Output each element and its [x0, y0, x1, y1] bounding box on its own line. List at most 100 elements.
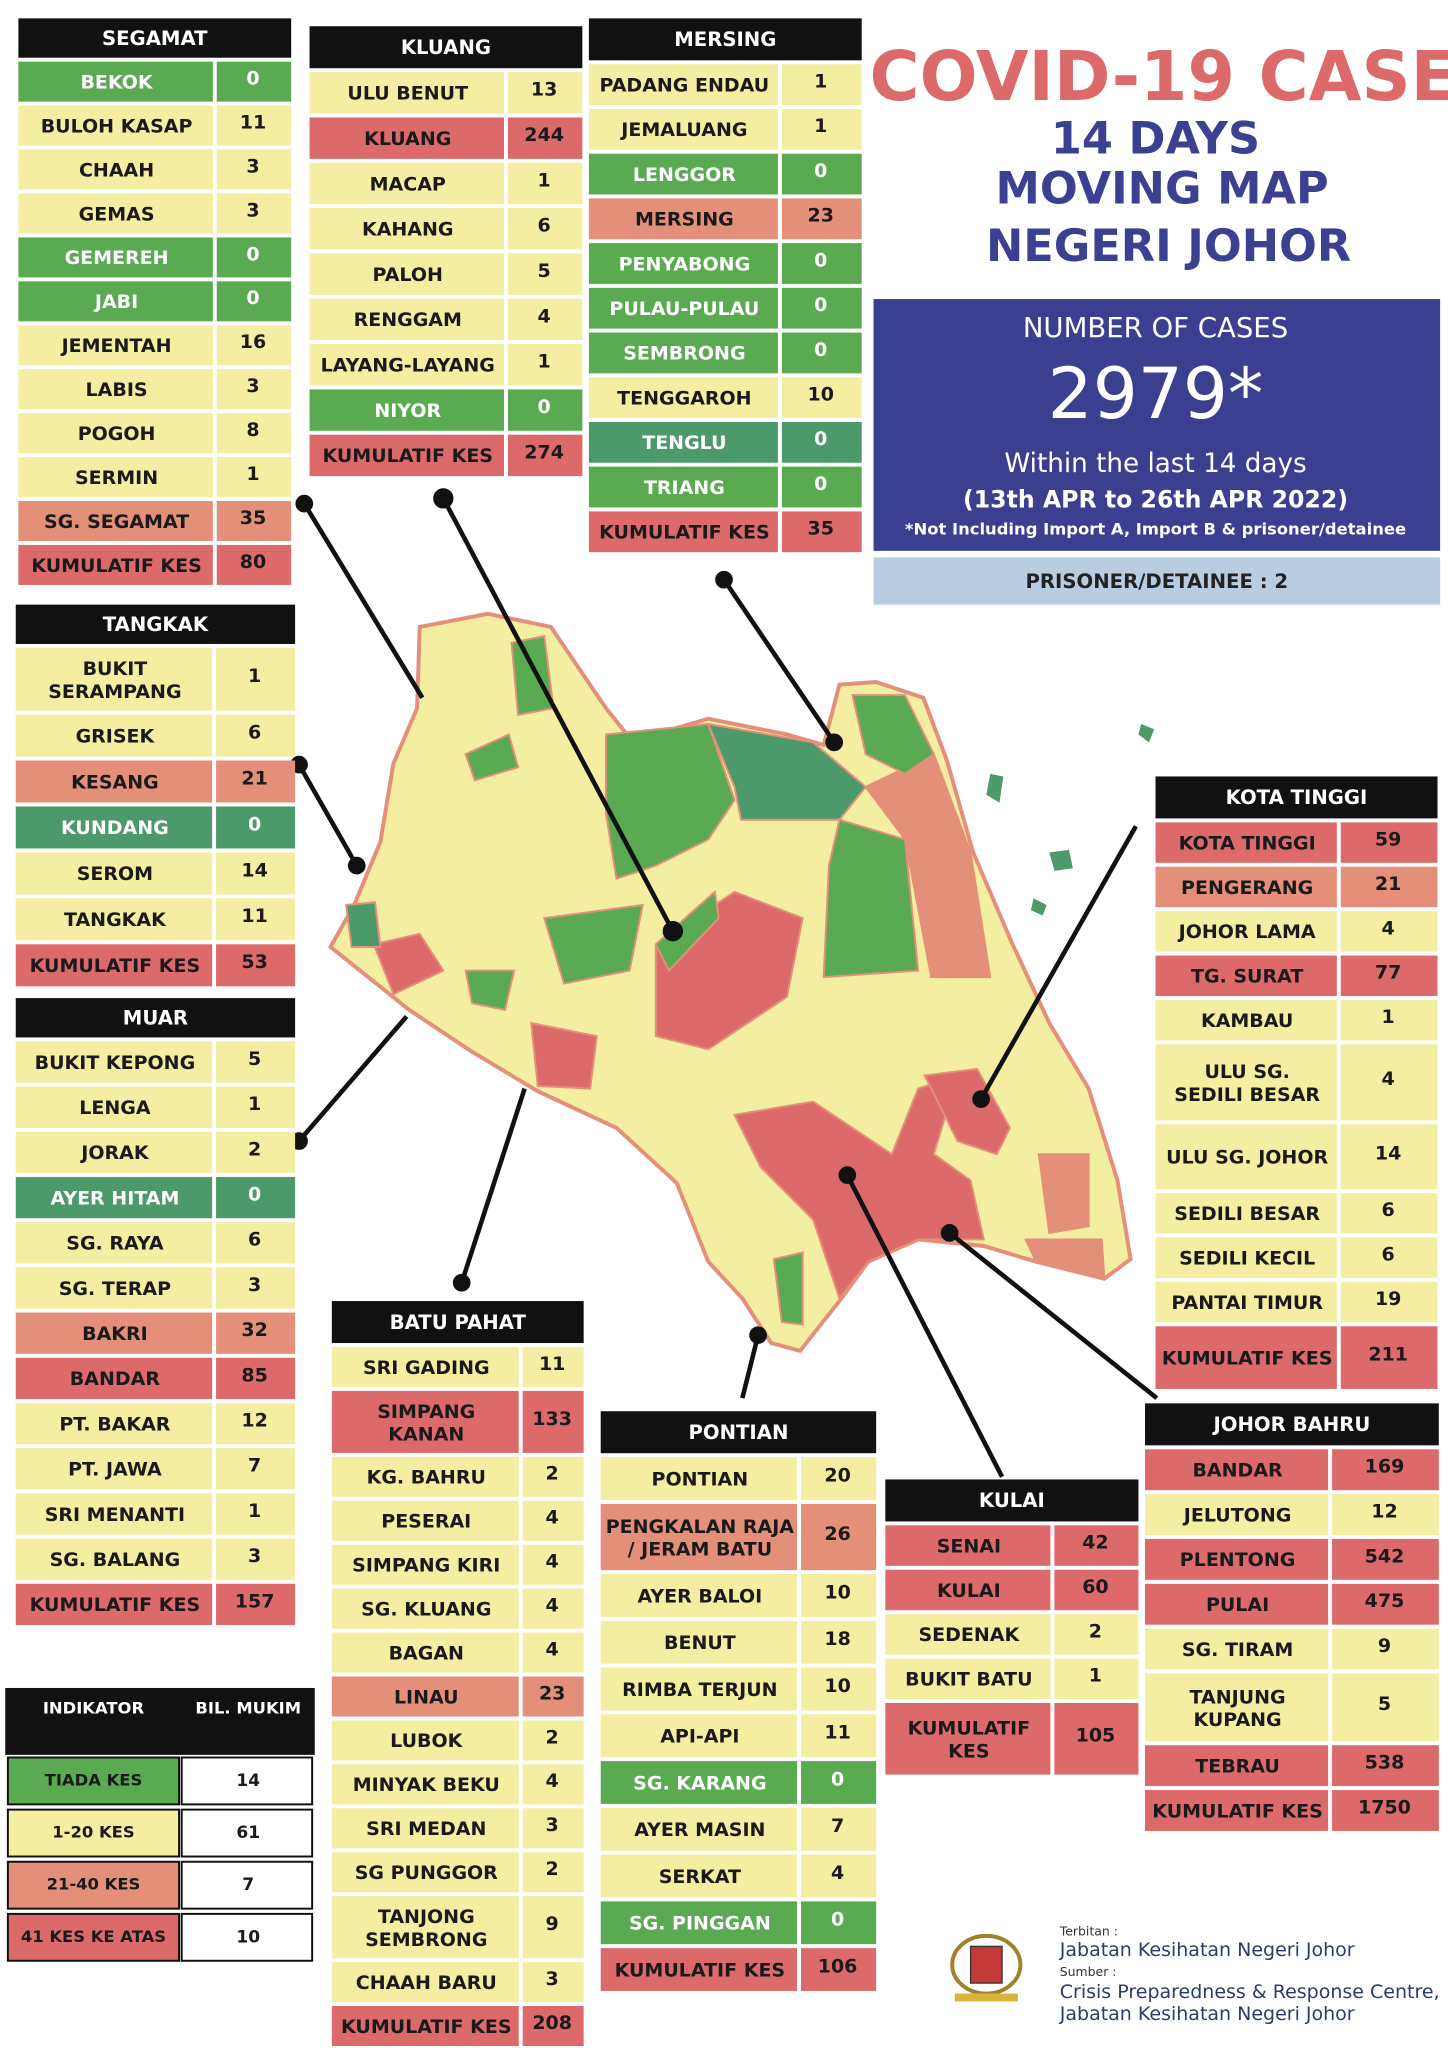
name-cell: [600, 1807, 798, 1851]
row-name: BEKOK: [80, 71, 153, 93]
value-cell: [781, 198, 862, 240]
prisoner-box: [873, 557, 1441, 605]
row-name: PLENTONG: [1180, 1549, 1296, 1571]
name-cell: [588, 511, 778, 553]
name-cell: [309, 344, 504, 386]
value-cell: [216, 1493, 296, 1535]
name-cell: [588, 466, 778, 508]
value-cell: [522, 1720, 584, 1761]
summary-period: Within the last 14 days: [1004, 449, 1306, 479]
leader-line: [302, 502, 425, 699]
row-value: 3: [248, 1274, 261, 1296]
value-cell: [507, 117, 583, 159]
row-name: KUMULATIF KES: [1162, 1347, 1333, 1369]
row-name: ULU SG. JOHOR: [1166, 1147, 1328, 1169]
value-cell: [216, 806, 296, 849]
row-value: 4: [546, 1770, 559, 1792]
name-cell: [1145, 1745, 1329, 1787]
table-title: MERSING: [674, 28, 776, 51]
row-name: CHAAH: [79, 159, 154, 181]
value-cell: [216, 281, 292, 322]
row-value: 11: [241, 905, 267, 927]
name-cell: [331, 1456, 519, 1497]
value-cell: [1340, 1281, 1438, 1323]
row-name: TENGGAROH: [617, 387, 751, 409]
leader-line: [948, 1231, 1159, 1400]
name-cell: [1155, 1124, 1337, 1190]
value-cell: [522, 1764, 584, 1805]
indicator-table: INDIKATOR BIL. MUKIM TIADA KES 14 1-20 KES 61…: [5, 1687, 315, 1962]
value-cell: [216, 1357, 296, 1400]
name-cell: [331, 1808, 519, 1849]
value-cell: [216, 714, 296, 757]
row-name: ULU SG. SEDILI BESAR: [1174, 1061, 1320, 1106]
table-header: [600, 1411, 877, 1454]
name-cell: [15, 1267, 213, 1309]
row-value: 4: [546, 1638, 559, 1660]
row-value: 0: [814, 294, 827, 316]
row-value: 0: [246, 243, 259, 265]
row-name: JELUTONG: [1182, 1504, 1292, 1526]
value-cell: [522, 1896, 584, 1959]
row-name: SRI MENANTI: [45, 1504, 185, 1526]
name-cell: [18, 544, 213, 585]
region-lenggor: [822, 818, 920, 979]
name-cell: [885, 1614, 1051, 1655]
row-name: KULAI: [937, 1580, 1001, 1602]
value-cell: [800, 1620, 877, 1664]
row-name: LENGGOR: [633, 164, 736, 186]
leader-line: [740, 1334, 761, 1399]
name-cell: [1145, 1449, 1329, 1491]
name-cell: [18, 369, 213, 410]
value-cell: [1340, 1124, 1438, 1190]
name-cell: [600, 1667, 798, 1711]
leader-dot: [838, 1166, 857, 1185]
row-value: 2: [546, 1858, 559, 1880]
row-value: 0: [831, 1768, 844, 1790]
value-cell: [507, 344, 583, 386]
value-cell: [1340, 911, 1438, 952]
row-value: 18: [824, 1628, 850, 1650]
name-cell: [588, 287, 778, 329]
name-cell: [600, 1901, 798, 1945]
row-name: SG. TERAP: [59, 1278, 171, 1300]
row-value: 77: [1375, 962, 1401, 984]
name-cell: [331, 1500, 519, 1541]
row-name: API-API: [660, 1726, 739, 1748]
value-cell: [216, 1538, 296, 1580]
title-line: 14 DAYS: [1051, 113, 1260, 165]
row-name: SG. SEGAMAT: [44, 511, 189, 533]
leader-dot: [662, 921, 684, 942]
value-cell: [522, 1456, 584, 1497]
row-value: 542: [1365, 1545, 1405, 1567]
row-value: 0: [248, 1183, 261, 1205]
name-cell: [885, 1702, 1051, 1775]
name-cell: [588, 153, 778, 195]
row-value: 21: [241, 767, 267, 789]
name-cell: [1155, 866, 1337, 908]
table-title: TANGKAK: [103, 613, 209, 636]
row-value: 14: [241, 859, 267, 881]
row-value: 0: [814, 160, 827, 182]
value-cell: [781, 511, 862, 553]
row-value: 4: [1382, 1068, 1395, 1090]
row-name: PONTIAN: [652, 1468, 749, 1490]
row-value: 2: [248, 1138, 261, 1160]
row-value: 0: [538, 396, 551, 418]
value-cell: [781, 332, 862, 374]
row-name: TENGLU: [642, 432, 726, 454]
name-cell: [15, 714, 213, 757]
value-cell: [216, 760, 296, 803]
row-name: PALOH: [373, 264, 443, 286]
table-header: [885, 1479, 1139, 1522]
name-cell: [600, 1620, 798, 1664]
published-label: Terbitan :: [1059, 1923, 1118, 1938]
row-value: 7: [831, 1815, 844, 1837]
value-cell: [216, 544, 292, 585]
row-value: 105: [1076, 1725, 1116, 1747]
row-name: BUKIT SERAMPANG: [48, 658, 181, 703]
row-value: 5: [248, 1048, 261, 1070]
row-name: KUNDANG: [61, 817, 169, 839]
leader-dot: [452, 1273, 471, 1292]
